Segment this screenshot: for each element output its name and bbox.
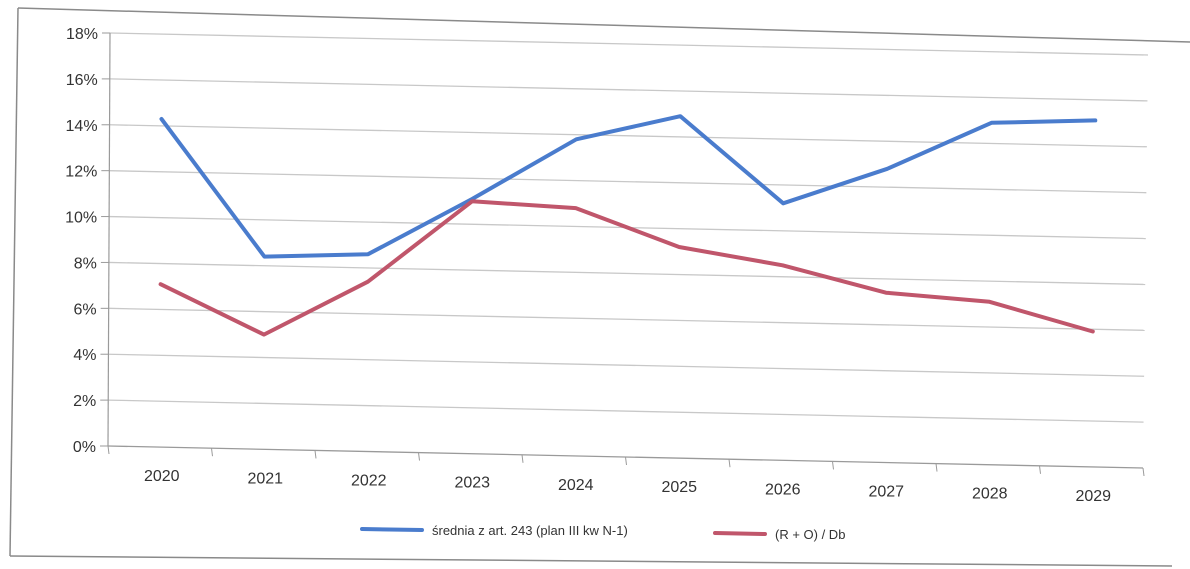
legend-label-srednia: średnia z art. 243 (plan III kw N-1): [432, 523, 628, 538]
y-tick-label: 10%: [65, 210, 97, 227]
y-axis-line: [107, 32, 111, 447]
gridline: [109, 170, 1147, 194]
x-tick-label: 2022: [351, 473, 387, 490]
y-tick-label: 18%: [66, 26, 98, 43]
gridline: [108, 261, 1146, 286]
x-axis-tick: [1039, 465, 1041, 474]
gridline: [109, 78, 1148, 102]
legend-entry-r-o-db: (R + O) / Db: [713, 527, 845, 542]
legend-swatch-srednia: [360, 527, 424, 532]
x-axis-tick: [521, 454, 524, 463]
legend-label-r-o-db: (R + O) / Db: [775, 527, 845, 542]
plot-area: 0%2%4%6%8%10%12%14%16%18% 2020 2021 2022 20…: [65, 26, 1149, 505]
y-tick-label: 2%: [73, 393, 96, 410]
y-tick-label: 4%: [73, 347, 96, 364]
x-tick-label: 2021: [247, 470, 283, 487]
x-axis-tick: [832, 461, 834, 470]
x-axis-tick: [1142, 467, 1145, 477]
y-tick-label: 16%: [66, 72, 98, 89]
series-line-1: [158, 199, 1095, 337]
x-axis-tick: [625, 456, 627, 466]
y-tick-label: 0%: [73, 439, 96, 456]
gridline: [108, 307, 1145, 331]
x-tick-label: 2024: [558, 477, 594, 494]
gridline: [108, 353, 1145, 377]
y-tick-label: 8%: [74, 255, 97, 272]
gridline: [109, 32, 1149, 56]
y-tick-label: 6%: [74, 301, 97, 318]
legend-swatch-r-o-db: [713, 531, 767, 536]
x-tick-label: 2028: [972, 486, 1008, 503]
y-axis-tick-labels: 0% 2% 4% 6% 8% 10% 12% 14% 16% 18%: [65, 26, 98, 456]
legend-entry-srednia: średnia z art. 243 (plan III kw N-1): [360, 523, 628, 538]
y-tick-label: 14%: [66, 118, 98, 135]
x-axis-tick: [418, 452, 420, 461]
x-axis-tick: [314, 450, 317, 459]
x-tick-label: 2027: [868, 484, 904, 501]
series-lines: [158, 114, 1098, 337]
gridline: [108, 399, 1144, 423]
series-line-0: [159, 114, 1098, 259]
x-tick-label: 2023: [454, 475, 490, 492]
legend: średnia z art. 243 (plan III kw N-1) (R …: [360, 523, 845, 542]
gridline: [109, 124, 1147, 148]
x-axis-tick: [935, 463, 938, 472]
x-tick-label: 2026: [765, 481, 801, 498]
x-tick-label: 2020: [144, 468, 180, 485]
chart-border: [9, 7, 1190, 567]
x-tick-label: 2025: [661, 479, 697, 496]
x-axis-tick: [728, 459, 731, 468]
y-tick-label: 12%: [65, 164, 97, 181]
x-axis-tick: [107, 445, 110, 455]
x-axis-tick: [211, 448, 213, 457]
x-axis-tick-labels: 2020 2021 2022 2023 2024 2025 2026 2027 2028 2029: [144, 468, 1111, 505]
x-tick-label: 2029: [1075, 488, 1111, 505]
axes: [100, 32, 1145, 477]
